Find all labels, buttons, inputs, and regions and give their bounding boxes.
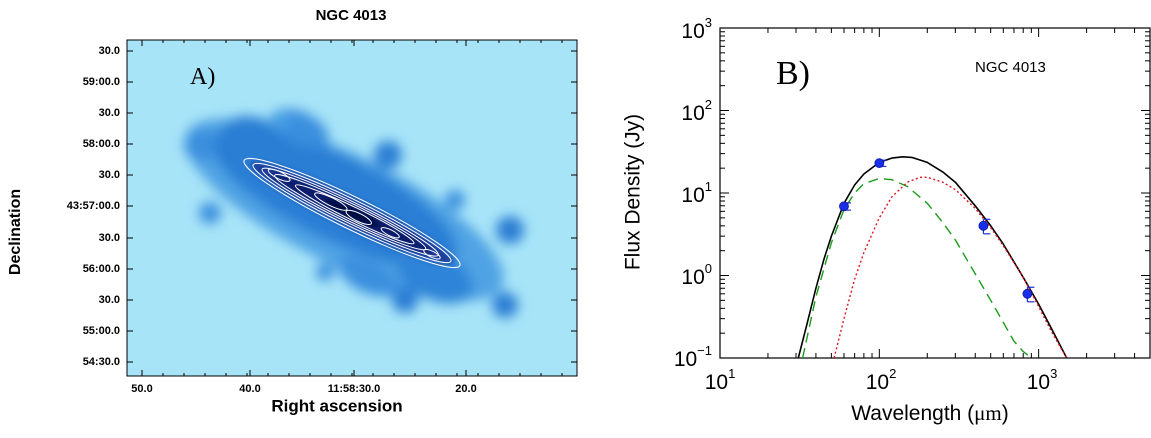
- panel-b-xlabel: Wavelength (μm): [851, 401, 1009, 425]
- panel-b-annotation: NGC 4013: [975, 59, 1046, 76]
- ytick-label: 30.0: [99, 232, 120, 244]
- ytick-label: 100: [681, 261, 712, 289]
- ytick-label: 30.0: [99, 294, 120, 306]
- ytick-label: 10−1: [674, 343, 712, 371]
- panel-b-letter: B): [776, 55, 810, 92]
- ytick-label: 30.0: [99, 107, 120, 119]
- plot-frame: [719, 27, 1151, 359]
- xtick-label: 101: [705, 366, 736, 394]
- ytick-label: 55:00.0: [83, 325, 120, 337]
- panel-b-yticks: 10−1 100 101 102 103: [674, 15, 712, 371]
- panel-a-ylabel: Declination: [7, 189, 24, 275]
- panel-a-ticks: [127, 40, 577, 376]
- data-points: [839, 158, 1035, 303]
- ytick-label: 54:30.0: [83, 356, 120, 368]
- ytick-label: 101: [681, 179, 712, 207]
- cold-component-curve: [833, 176, 1068, 358]
- ytick-label: 59:00.0: [83, 76, 120, 88]
- warm-component-curve: [801, 177, 1032, 358]
- xtick-label: 102: [866, 366, 897, 394]
- panel-b-ylabel: Flux Density (Jy): [622, 114, 645, 270]
- model-curves: [797, 156, 1068, 358]
- xtick-label: 40.0: [239, 383, 260, 395]
- panel-b-ticks: [719, 27, 1151, 359]
- panel-a-letter: A): [190, 64, 215, 90]
- data-point: [874, 158, 885, 169]
- ytick-label: 30.0: [99, 45, 120, 57]
- panel-b: B) NGC 4013 10−1 100 101 102 103 101 102…: [622, 15, 1151, 425]
- contours: [243, 157, 461, 269]
- panel-a-yticks: 30.0 59:00.0 30.0 58:00.0 30.0 43:57:00.…: [67, 45, 120, 368]
- data-point: [839, 201, 849, 212]
- panel-a-xlabel: Right ascension: [271, 396, 402, 415]
- panel-a-xticks: 50.0 40.0 11:58:30.0 20.0: [131, 383, 476, 395]
- sky-image: [127, 40, 577, 376]
- ytick-label: 30.0: [99, 169, 120, 181]
- panel-b-xticks: 101 102 103: [705, 366, 1058, 394]
- panel-a-title: NGC 4013: [316, 7, 387, 24]
- total-model-curve: [797, 156, 1068, 358]
- ytick-label: 56:00.0: [83, 263, 120, 275]
- ytick-label: 43:57:00.0: [67, 200, 120, 212]
- panel-a: NGC 4013: [7, 7, 578, 415]
- galaxy-core: [251, 162, 453, 264]
- ytick-label: 58:00.0: [83, 138, 120, 150]
- ytick-label: 103: [681, 15, 712, 43]
- ytick-label: 102: [681, 97, 712, 125]
- data-point: [978, 220, 989, 231]
- xtick-label: 11:58:30.0: [328, 383, 381, 395]
- xtick-label: 20.0: [455, 383, 476, 395]
- xtick-label: 103: [1027, 366, 1058, 394]
- xtick-label: 50.0: [131, 383, 152, 395]
- data-point: [1022, 288, 1033, 299]
